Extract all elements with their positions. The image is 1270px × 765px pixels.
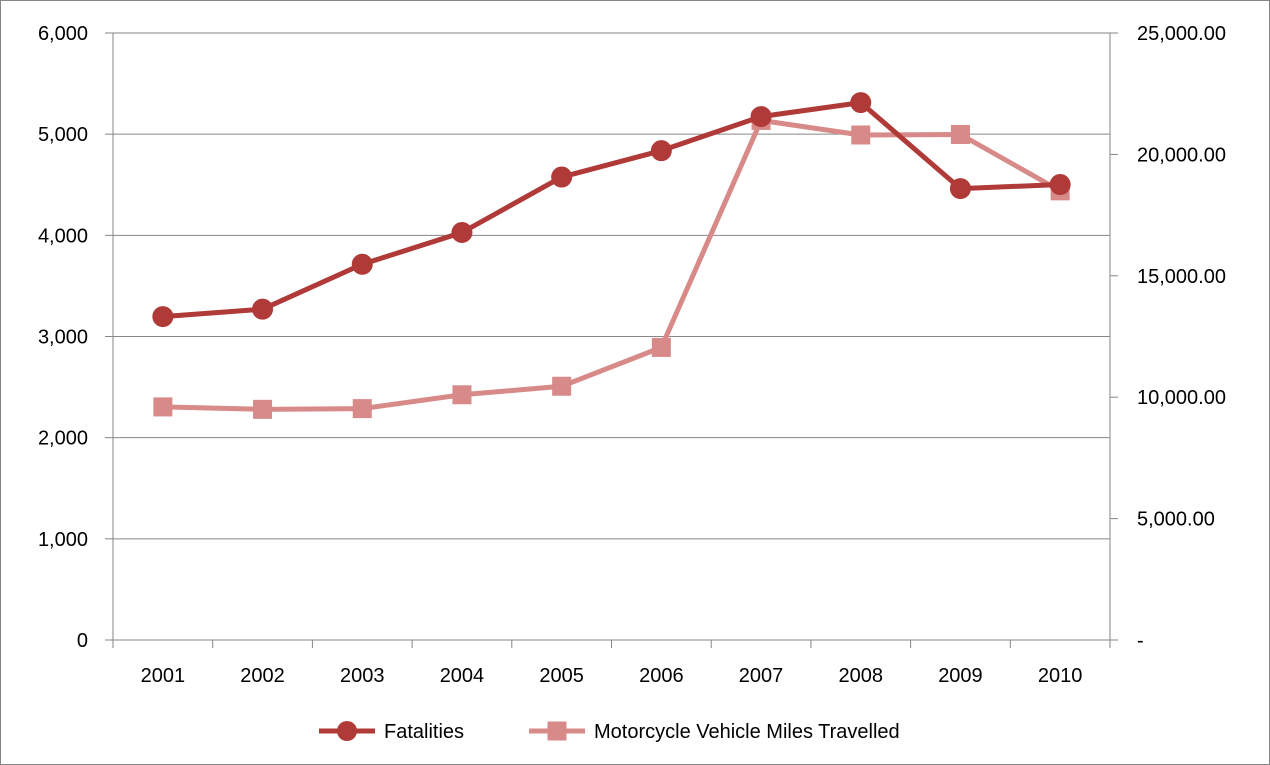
- right-axis-tick-label: 20,000.00: [1137, 144, 1226, 166]
- legend-marker: [337, 721, 357, 741]
- x-axis-tick-label: 2005: [539, 665, 584, 687]
- right-axis-tick-label: -: [1137, 630, 1144, 652]
- legend-marker: [547, 721, 567, 741]
- axes: [105, 32, 1118, 648]
- right-axis-tick-label: 10,000.00: [1137, 387, 1226, 409]
- series-line: [160, 117, 1063, 412]
- data-point: [851, 125, 871, 145]
- data-point: [1049, 174, 1071, 196]
- x-axis-tick-label: 2010: [1038, 665, 1083, 687]
- x-axis-tick-label: 2007: [739, 665, 784, 687]
- data-point: [651, 337, 671, 357]
- left-axis-tick-label: 0: [77, 630, 88, 652]
- data-point: [152, 306, 174, 328]
- x-axis-tick-label: 2001: [141, 665, 186, 687]
- gridlines: [113, 32, 1110, 540]
- legend-label: Motorcycle Vehicle Miles Travelled: [594, 721, 900, 743]
- data-point: [750, 106, 772, 128]
- data-point: [850, 92, 872, 114]
- legend-label: Fatalities: [384, 721, 464, 743]
- x-axis-tick-labels: 2001 2002 2003 2004 2005 2006 2007 2008 2009 2010: [141, 665, 1083, 687]
- data-point: [949, 178, 971, 200]
- left-axis-tick-label: 5,000: [38, 124, 88, 146]
- left-axis-tick-label: 1,000: [38, 529, 88, 551]
- data-point: [950, 124, 970, 144]
- left-axis-tick-label: 6,000: [38, 23, 88, 45]
- right-axis-tick-label: 5,000.00: [1137, 509, 1215, 531]
- right-axis-tick-label: 15,000.00: [1137, 266, 1226, 288]
- left-axis-tick-label: 2,000: [38, 428, 88, 450]
- x-axis-tick-label: 2004: [440, 665, 485, 687]
- data-point: [153, 397, 173, 417]
- right-axis-tick-labels: - 5,000.00 10,000.00 15,000.00 20,000.00 25,0…: [1137, 23, 1226, 652]
- x-axis-tick-label: 2002: [240, 665, 285, 687]
- data-point: [451, 222, 473, 244]
- series-layer: [152, 92, 1071, 419]
- left-axis-tick-labels: 0 1,000 2,000 3,000 4,000 5,000 6,000: [38, 23, 88, 652]
- data-point: [552, 376, 572, 396]
- data-point: [352, 399, 372, 419]
- right-axis-tick-label: 25,000.00: [1137, 23, 1226, 45]
- legend: Fatalities Motorcycle Vehicle Miles Trave…: [319, 721, 900, 743]
- data-point: [351, 253, 373, 275]
- left-axis-tick-label: 3,000: [38, 327, 88, 349]
- left-axis-tick-label: 4,000: [38, 225, 88, 247]
- series-line: [160, 100, 1063, 320]
- data-point: [650, 140, 672, 162]
- data-point: [551, 166, 573, 188]
- data-point: [252, 298, 274, 320]
- data-point: [253, 399, 273, 419]
- x-axis-tick-label: 2003: [340, 665, 385, 687]
- x-axis-tick-label: 2008: [839, 665, 884, 687]
- x-axis-tick-label: 2009: [938, 665, 983, 687]
- x-axis-tick-label: 2006: [639, 665, 684, 687]
- data-point: [452, 385, 472, 405]
